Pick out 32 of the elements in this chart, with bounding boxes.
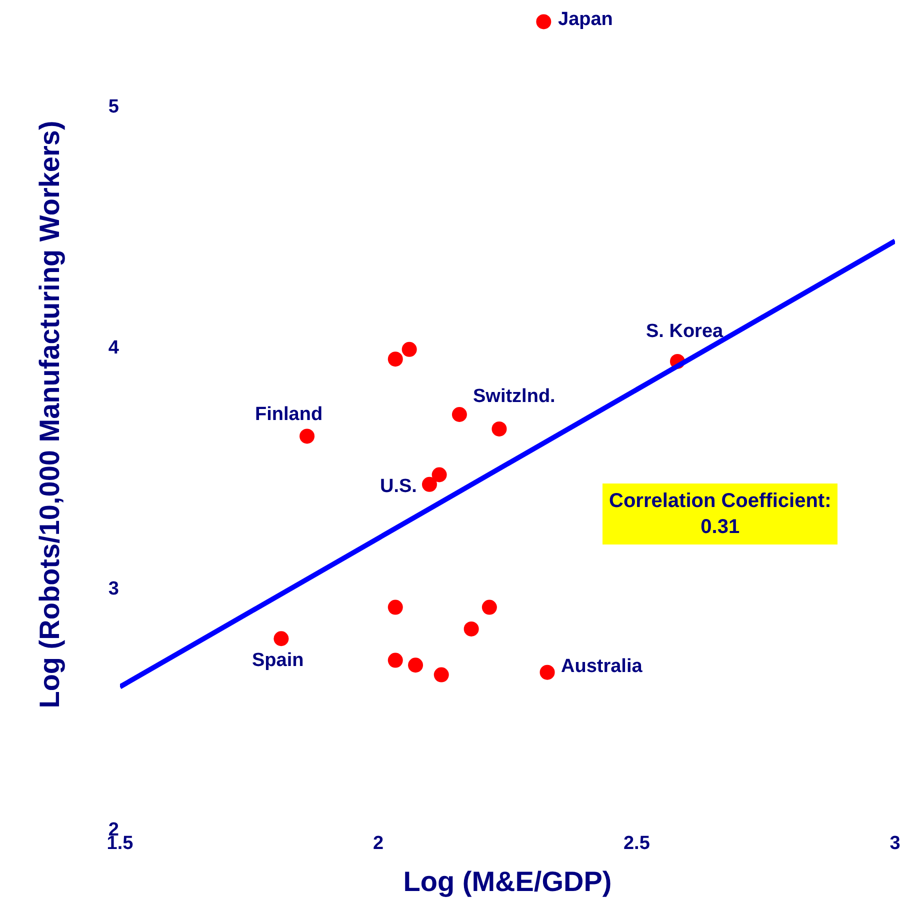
x-axis-title: Log (M&E/GDP) (403, 866, 612, 898)
annotation: Finland (255, 404, 323, 425)
point (388, 652, 403, 668)
point (402, 342, 417, 357)
point (274, 631, 289, 646)
x-tick-label: 3 (890, 833, 900, 854)
annotation: S. Korea (646, 321, 724, 342)
point (464, 621, 479, 636)
y-tick-label: 4 (108, 338, 120, 359)
annotation: U.S. (380, 476, 417, 497)
annotation: Spain (252, 650, 304, 671)
point (452, 407, 467, 422)
annotation: Australia (561, 656, 643, 677)
point (300, 428, 315, 444)
x-tick-label: 2.5 (623, 833, 650, 854)
point (482, 600, 497, 615)
annotation: Correlation Coefficient: 0.31 (609, 490, 832, 538)
annotation: Japan (558, 9, 613, 30)
annotation: Switzlnd. (473, 386, 556, 407)
x-tick-label: 2 (373, 833, 384, 854)
y-tick-label: 3 (108, 578, 119, 600)
point (432, 467, 447, 482)
y-tick-label: 5 (108, 96, 120, 118)
y-axis-title: Log (Robots/10,000 Manufacturing Workers) (34, 120, 66, 708)
point (540, 664, 555, 680)
point (536, 14, 552, 30)
point (388, 352, 403, 367)
point (492, 421, 507, 436)
point (422, 476, 437, 492)
point (408, 658, 424, 673)
point (388, 600, 403, 615)
point (434, 667, 449, 682)
